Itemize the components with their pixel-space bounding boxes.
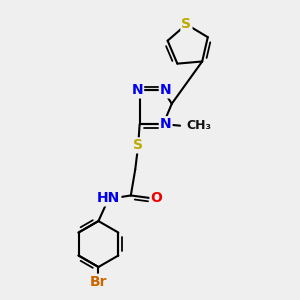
Text: N: N [160,83,172,98]
Text: CH₃: CH₃ [186,119,211,132]
Text: Br: Br [90,275,107,289]
Text: HN: HN [97,191,120,206]
Text: S: S [182,17,191,32]
Text: N: N [160,117,172,131]
Text: N: N [131,83,143,98]
Text: O: O [151,191,162,206]
Text: S: S [133,138,143,152]
